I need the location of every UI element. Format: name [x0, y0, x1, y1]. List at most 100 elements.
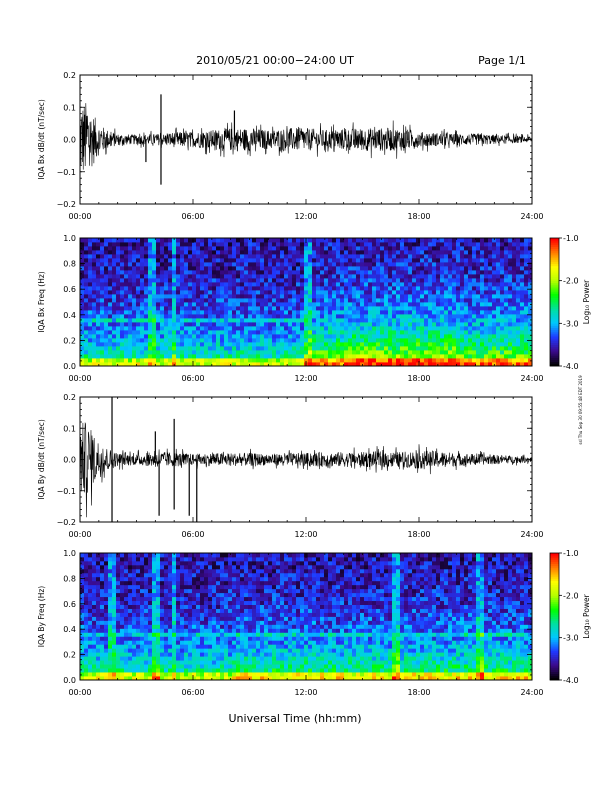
- heatmap-cell: [120, 652, 125, 657]
- x-tick-label: 06:00: [181, 212, 204, 221]
- heatmap-cell: [96, 274, 101, 279]
- heatmap-cell: [188, 572, 193, 578]
- heatmap-cell: [196, 362, 201, 367]
- heatmap-cell: [480, 350, 485, 355]
- heatmap-cell: [528, 342, 533, 347]
- heatmap-cell: [136, 358, 141, 363]
- heatmap-cell: [252, 298, 257, 303]
- heatmap-cell: [220, 286, 225, 291]
- heatmap-cell: [468, 322, 473, 327]
- heatmap-cell: [480, 302, 485, 307]
- heatmap-cell: [424, 278, 429, 283]
- heatmap-cell: [200, 330, 205, 335]
- heatmap-cell: [384, 262, 389, 267]
- heatmap-cell: [84, 632, 89, 637]
- heatmap-cell: [460, 250, 465, 255]
- heatmap-cell: [196, 600, 201, 605]
- heatmap-cell: [200, 254, 205, 259]
- heatmap-cell: [408, 334, 413, 339]
- heatmap-cell: [164, 636, 169, 641]
- heatmap-cell: [320, 262, 325, 267]
- heatmap-cell: [232, 346, 237, 351]
- heatmap-cell: [156, 608, 161, 613]
- heatmap-cell: [128, 596, 133, 602]
- heatmap-cell: [408, 298, 413, 303]
- heatmap-cell: [400, 326, 405, 331]
- heatmap-cell: [368, 310, 373, 315]
- heatmap-cell: [204, 648, 209, 653]
- heatmap-cell: [448, 278, 453, 283]
- heatmap-cell: [100, 246, 105, 251]
- heatmap-cell: [500, 246, 505, 251]
- heatmap-cell: [404, 282, 409, 287]
- heatmap-cell: [224, 346, 229, 351]
- heatmap-cell: [88, 302, 93, 307]
- heatmap-cell: [276, 314, 281, 319]
- heatmap-cell: [88, 616, 93, 621]
- heatmap-cell: [444, 250, 449, 255]
- heatmap-cell: [276, 258, 281, 263]
- heatmap-cell: [132, 596, 137, 602]
- heatmap-cell: [220, 318, 225, 323]
- heatmap-cell: [168, 246, 173, 251]
- heatmap-cell: [468, 338, 473, 343]
- heatmap-cell: [248, 286, 253, 291]
- heatmap-cell: [400, 238, 405, 243]
- heatmap-cell: [164, 334, 169, 339]
- heatmap-cell: [100, 584, 105, 590]
- heatmap-cell: [112, 652, 117, 657]
- heatmap-cell: [516, 322, 521, 327]
- heatmap-cell: [508, 266, 513, 271]
- heatmap-cell: [408, 318, 413, 323]
- heatmap-cell: [188, 350, 193, 355]
- heatmap-cell: [128, 664, 133, 669]
- heatmap-cell: [256, 314, 261, 319]
- heatmap-cell: [120, 568, 125, 574]
- heatmap-cell: [128, 556, 133, 562]
- heatmap-cell: [84, 298, 89, 303]
- heatmap-cell: [252, 322, 257, 327]
- heatmap-cell: [252, 326, 257, 331]
- heatmap-cell: [312, 282, 317, 287]
- heatmap-cell: [100, 553, 105, 558]
- heatmap-cell: [516, 354, 521, 359]
- heatmap-cell: [332, 350, 337, 355]
- heatmap-cell: [128, 290, 133, 295]
- heatmap-cell: [420, 346, 425, 351]
- heatmap-cell: [100, 624, 105, 629]
- heatmap-cell: [464, 326, 469, 331]
- heatmap-cell: [492, 270, 497, 275]
- heatmap-cell: [492, 318, 497, 323]
- heatmap-cell: [448, 262, 453, 267]
- heatmap-cell: [456, 250, 461, 255]
- heatmap-cell: [320, 270, 325, 275]
- heatmap-cell: [104, 632, 109, 637]
- heatmap-cell: [144, 604, 149, 609]
- heatmap-cell: [516, 278, 521, 283]
- heatmap-cell: [408, 242, 413, 247]
- heatmap-cell: [308, 290, 313, 295]
- heatmap-cell: [380, 330, 385, 335]
- heatmap-cell: [360, 306, 365, 311]
- heatmap-cell: [344, 354, 349, 359]
- heatmap-cell: [192, 250, 197, 255]
- heatmap-cell: [184, 326, 189, 331]
- heatmap-cell: [140, 306, 145, 311]
- heatmap-cell: [120, 564, 125, 570]
- heatmap-cell: [432, 310, 437, 315]
- heatmap-cell: [520, 334, 525, 339]
- heatmap-cell: [164, 270, 169, 275]
- heatmap-cell: [168, 330, 173, 335]
- heatmap-cell: [500, 302, 505, 307]
- heatmap-cell: [388, 358, 393, 363]
- heatmap-cell: [124, 334, 129, 339]
- heatmap-cell: [220, 354, 225, 359]
- heatmap-cell: [228, 278, 233, 283]
- heatmap-cell: [136, 294, 141, 299]
- heatmap-cell: [136, 282, 141, 287]
- heatmap-cell: [424, 258, 429, 263]
- heatmap-cell: [132, 278, 137, 283]
- heatmap-cell: [284, 294, 289, 299]
- heatmap-cell: [240, 282, 245, 287]
- heatmap-cell: [508, 246, 513, 251]
